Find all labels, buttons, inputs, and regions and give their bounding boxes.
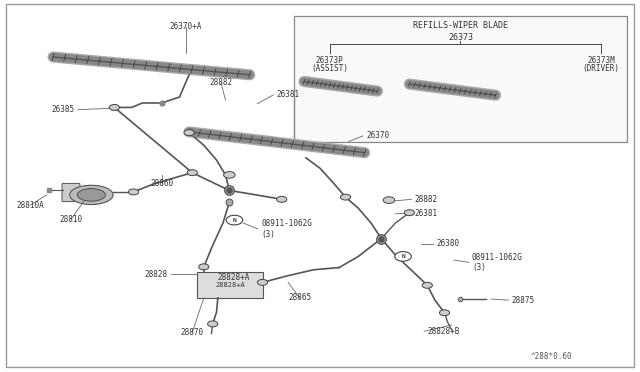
Text: 26373P: 26373P: [316, 56, 344, 65]
Text: 26370: 26370: [366, 131, 389, 141]
Text: 26381: 26381: [276, 90, 300, 99]
Ellipse shape: [77, 189, 106, 201]
Circle shape: [109, 105, 120, 110]
Circle shape: [440, 310, 450, 316]
Text: 28882: 28882: [415, 195, 438, 204]
FancyBboxPatch shape: [62, 183, 80, 202]
Text: 28810A: 28810A: [16, 201, 44, 210]
Circle shape: [129, 189, 139, 195]
Text: N: N: [401, 254, 405, 259]
Text: 28810: 28810: [60, 215, 83, 224]
Ellipse shape: [70, 185, 113, 205]
Text: ^288*0.60: ^288*0.60: [531, 352, 572, 361]
Circle shape: [223, 171, 235, 178]
Text: 26380: 26380: [436, 239, 460, 248]
Bar: [197, 272, 262, 298]
Text: 26373M: 26373M: [587, 56, 615, 65]
Text: 28865: 28865: [288, 294, 311, 302]
Text: 26381: 26381: [415, 209, 438, 218]
Text: REFILLS-WIPER BLADE: REFILLS-WIPER BLADE: [413, 22, 508, 31]
Circle shape: [276, 196, 287, 202]
Circle shape: [257, 279, 268, 285]
Circle shape: [198, 264, 209, 270]
Text: 28870: 28870: [180, 328, 204, 337]
Circle shape: [340, 194, 351, 200]
Text: 28828: 28828: [145, 270, 168, 279]
Circle shape: [422, 282, 433, 288]
Text: 28882: 28882: [209, 78, 232, 87]
Text: N: N: [232, 218, 236, 222]
Text: 28828+A: 28828+A: [215, 282, 245, 288]
Text: 28828+B: 28828+B: [428, 327, 460, 336]
Circle shape: [187, 170, 197, 176]
Text: (DRIVER): (DRIVER): [582, 64, 620, 73]
Circle shape: [395, 251, 412, 261]
Text: (ASSIST): (ASSIST): [311, 64, 348, 73]
Text: 28860: 28860: [150, 179, 173, 188]
Text: 26385: 26385: [52, 105, 75, 114]
Circle shape: [226, 215, 243, 225]
Text: 26373: 26373: [448, 33, 473, 42]
Text: 28875: 28875: [511, 296, 534, 305]
Circle shape: [207, 321, 218, 327]
Circle shape: [404, 210, 415, 216]
Text: 26370+A: 26370+A: [170, 22, 202, 31]
Circle shape: [184, 130, 194, 136]
Bar: [294, 16, 627, 141]
Circle shape: [383, 197, 395, 203]
Text: 08911-1062G
(3): 08911-1062G (3): [261, 219, 312, 239]
Text: 08911-1062G
(3): 08911-1062G (3): [472, 253, 523, 272]
Text: 28828+A: 28828+A: [218, 273, 250, 282]
